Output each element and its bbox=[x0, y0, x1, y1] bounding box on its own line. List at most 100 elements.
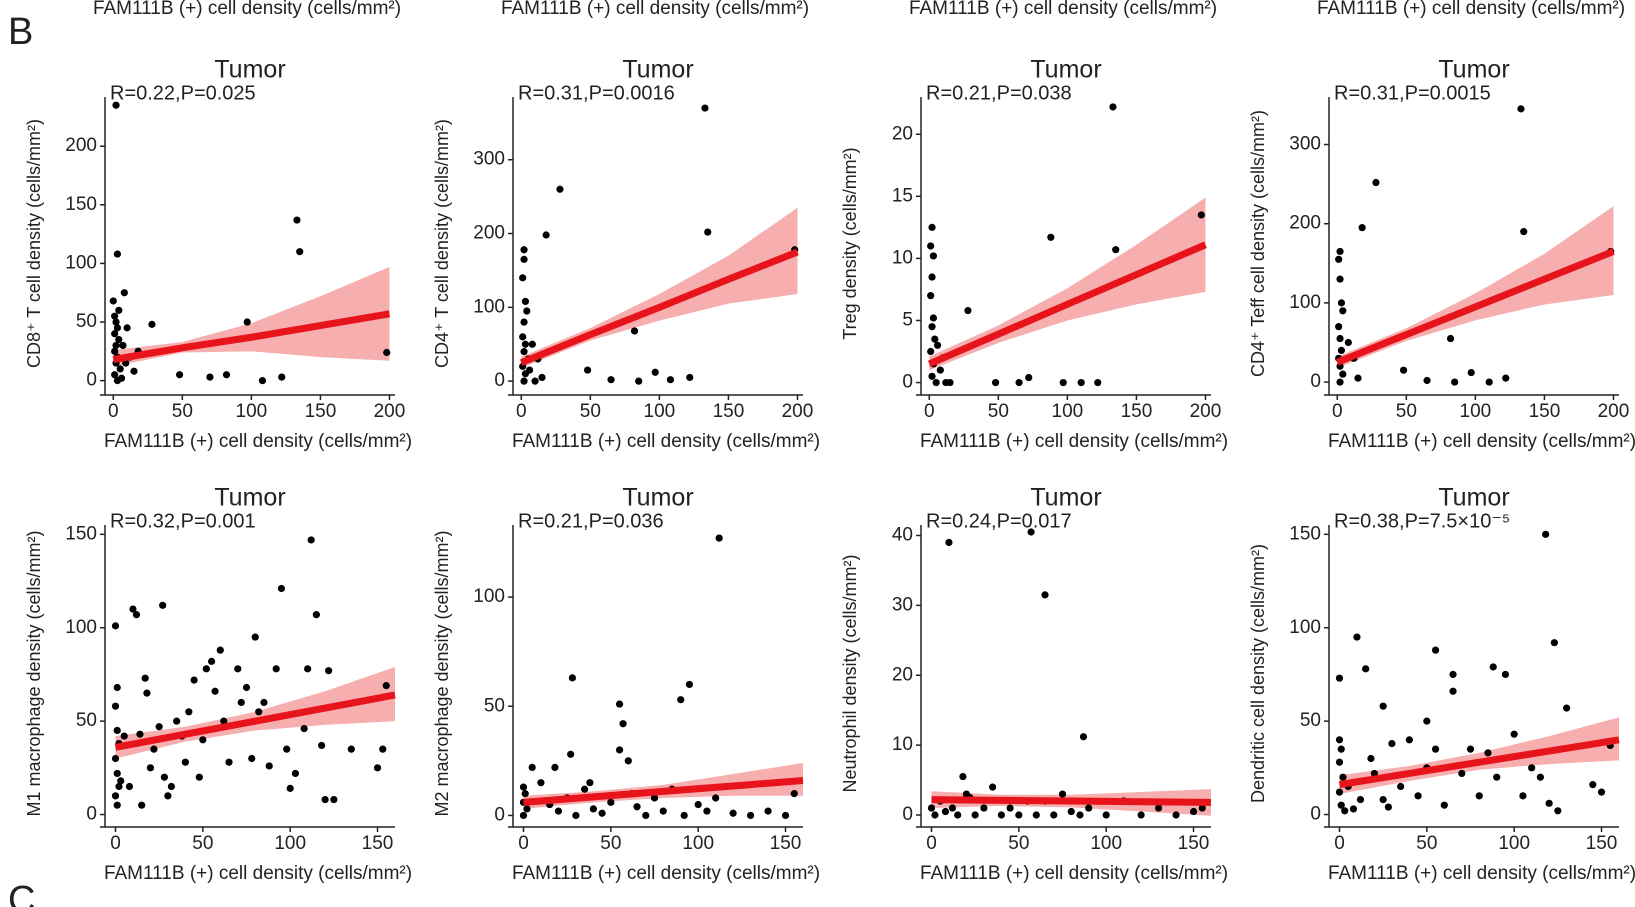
data-point bbox=[113, 324, 122, 332]
x-tick-label: 0 bbox=[108, 401, 119, 422]
y-tick-label: 200 bbox=[65, 135, 97, 156]
data-point bbox=[650, 794, 659, 802]
data-point bbox=[581, 785, 589, 793]
x-tick-label: 150 bbox=[305, 401, 337, 422]
x-tick-label: 150 bbox=[770, 833, 802, 854]
data-point bbox=[659, 807, 667, 815]
data-point bbox=[1536, 773, 1544, 781]
data-point bbox=[945, 538, 953, 547]
data-point bbox=[1372, 178, 1380, 187]
x-tick-label: 200 bbox=[1190, 401, 1222, 422]
data-point bbox=[1405, 736, 1413, 744]
data-point bbox=[120, 289, 128, 297]
data-point bbox=[112, 341, 120, 350]
x-tick-label: 50 bbox=[1396, 401, 1417, 422]
chart-title: Tumor bbox=[1030, 56, 1101, 84]
data-point bbox=[260, 698, 268, 707]
data-point bbox=[1466, 745, 1475, 753]
data-point bbox=[712, 794, 720, 802]
y-tick-label: 5 bbox=[902, 309, 913, 330]
data-point bbox=[1379, 702, 1387, 710]
data-point bbox=[159, 601, 167, 609]
y-tick-label: 30 bbox=[892, 594, 913, 615]
data-point bbox=[1353, 633, 1361, 641]
data-point bbox=[931, 811, 939, 819]
data-point bbox=[615, 746, 624, 754]
data-point bbox=[1446, 334, 1455, 343]
data-point bbox=[113, 250, 122, 258]
data-point bbox=[1067, 807, 1075, 816]
data-point bbox=[1349, 805, 1358, 813]
data-point bbox=[111, 312, 119, 320]
x-tick-label: 50 bbox=[988, 401, 1009, 422]
data-point bbox=[318, 741, 326, 750]
data-point bbox=[1041, 591, 1049, 599]
data-point bbox=[651, 368, 659, 376]
x-tick-label: 50 bbox=[580, 401, 601, 422]
data-point bbox=[989, 783, 997, 791]
data-point bbox=[111, 702, 120, 710]
data-point bbox=[1094, 378, 1102, 387]
chart-title: Tumor bbox=[1030, 484, 1101, 512]
y-tick-label: 10 bbox=[892, 734, 913, 755]
data-point bbox=[928, 323, 936, 331]
data-point bbox=[111, 754, 120, 763]
data-point bbox=[704, 228, 712, 236]
data-point bbox=[265, 762, 273, 770]
confidence-band bbox=[113, 266, 390, 367]
y-tick-label: 300 bbox=[473, 149, 505, 170]
data-point bbox=[991, 378, 1000, 387]
data-point bbox=[111, 330, 119, 338]
data-point bbox=[1337, 801, 1345, 809]
stat-annotation: R=0.31,P=0.0016 bbox=[518, 82, 675, 104]
data-point bbox=[1414, 792, 1422, 800]
data-point bbox=[694, 800, 702, 809]
data-point bbox=[1431, 646, 1440, 654]
data-point bbox=[928, 372, 936, 380]
data-point bbox=[143, 689, 151, 697]
cut-axis-title: FAM111B (+) cell density (cells/mm²) bbox=[1317, 0, 1625, 19]
chart-title: Tumor bbox=[622, 56, 693, 84]
cut-axis-title: FAM111B (+) cell density (cells/mm²) bbox=[909, 0, 1217, 19]
y-tick-label: 0 bbox=[1310, 371, 1321, 392]
data-point bbox=[941, 807, 950, 816]
y-tick-label: 10 bbox=[892, 247, 913, 268]
data-point bbox=[1337, 299, 1346, 307]
chart-title: Tumor bbox=[214, 484, 285, 512]
data-point bbox=[272, 665, 280, 673]
data-point bbox=[1431, 745, 1440, 753]
data-point bbox=[929, 314, 938, 322]
data-point bbox=[111, 371, 119, 379]
data-point bbox=[1467, 368, 1475, 377]
x-tick-label: 50 bbox=[600, 833, 621, 854]
data-point bbox=[220, 717, 228, 725]
data-point bbox=[624, 757, 632, 765]
data-point bbox=[296, 248, 304, 256]
x-tick-label: 100 bbox=[236, 401, 268, 422]
data-point bbox=[729, 809, 737, 817]
data-point bbox=[202, 665, 210, 673]
chart-title: Tumor bbox=[1438, 484, 1509, 512]
data-point bbox=[225, 758, 233, 766]
data-point bbox=[1550, 639, 1558, 647]
data-point bbox=[790, 790, 798, 798]
y-tick-label: 0 bbox=[1310, 804, 1321, 825]
data-point bbox=[572, 811, 580, 820]
data-point bbox=[1335, 758, 1344, 766]
y-axis-title: Treg density (cells/mm²) bbox=[840, 147, 860, 339]
stat-annotation: R=0.38,P=7.5×10⁻⁵ bbox=[1334, 510, 1510, 532]
data-point bbox=[589, 805, 597, 813]
data-point bbox=[607, 798, 615, 806]
data-point bbox=[680, 811, 688, 820]
data-point bbox=[927, 292, 935, 300]
data-point bbox=[1027, 528, 1035, 536]
data-point bbox=[703, 807, 711, 815]
fit-line bbox=[927, 241, 1207, 368]
data-point bbox=[1109, 103, 1117, 111]
data-point bbox=[556, 185, 564, 193]
data-point bbox=[927, 347, 935, 356]
y-axis-title: CD8⁺ T cell density (cells/mm²) bbox=[24, 119, 44, 368]
x-tick-label: 50 bbox=[1008, 833, 1029, 854]
data-point bbox=[948, 804, 957, 812]
data-point bbox=[701, 104, 709, 112]
